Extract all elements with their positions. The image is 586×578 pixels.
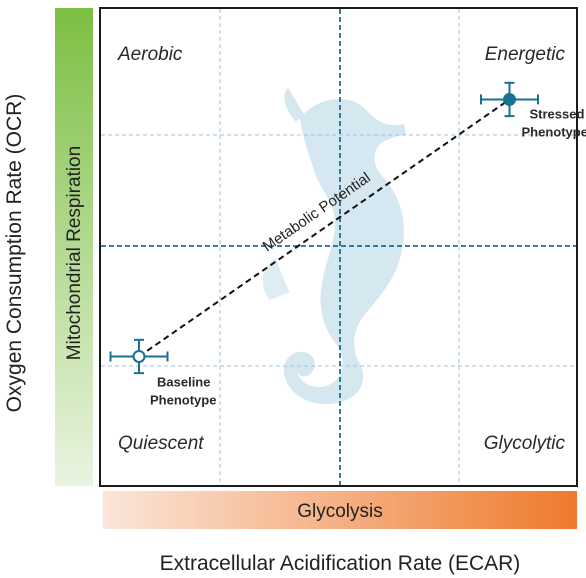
quadrant-label-glycolytic: Glycolytic <box>484 433 566 454</box>
baseline-point <box>132 349 146 363</box>
metabolic-potential-line <box>138 98 511 358</box>
y-gradient-bar <box>55 8 93 486</box>
baseline-label-line1: Baseline <box>157 374 210 389</box>
y-axis-title: Oxygen Consumption Rate (OCR) <box>3 94 26 413</box>
quadrant-label-aerobic: Aerobic <box>117 44 183 65</box>
grid <box>101 9 576 485</box>
x-gradient-bar <box>103 491 577 529</box>
quadrant-label-quiescent: Quiescent <box>118 433 204 454</box>
seahorse-watermark <box>262 88 406 405</box>
stressed-label-line1: Stressed <box>530 106 585 121</box>
x-bar-label: Glycolysis <box>297 501 383 522</box>
plot-frame <box>99 7 578 487</box>
stressed-label-line2: Phenotype <box>522 124 586 139</box>
x-axis-title: Extracellular Acidification Rate (ECAR) <box>160 552 521 575</box>
baseline-label-line2: Phenotype <box>150 392 216 407</box>
stressed-point <box>503 92 516 106</box>
quadrant-label-energetic: Energetic <box>485 44 566 65</box>
y-bar-label: Mitochondrial Respiration <box>64 146 85 360</box>
